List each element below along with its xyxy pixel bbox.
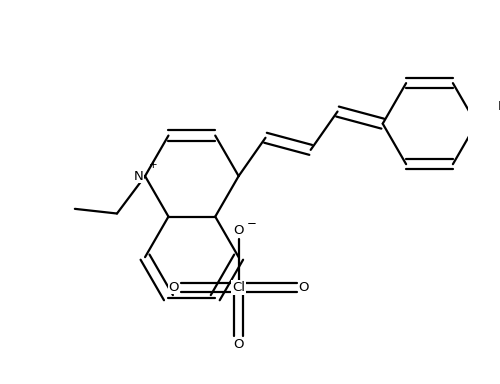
Text: N: N — [498, 100, 500, 113]
Text: N: N — [134, 170, 143, 182]
Text: −: − — [247, 217, 256, 230]
Text: O: O — [234, 224, 244, 237]
Text: O: O — [234, 338, 244, 351]
Text: +: + — [149, 160, 158, 170]
Text: O: O — [168, 281, 178, 294]
Text: O: O — [298, 281, 309, 294]
Text: Cl: Cl — [232, 281, 245, 294]
